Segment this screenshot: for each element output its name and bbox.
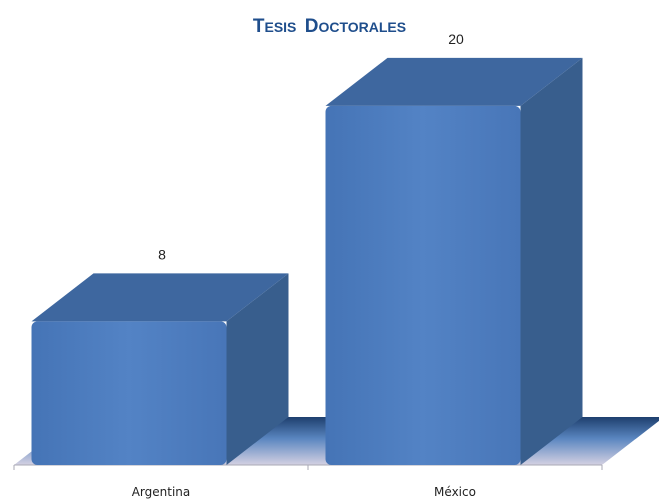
data-label: 20 — [448, 31, 464, 47]
bars-group — [31, 57, 583, 466]
bar-side-face — [520, 57, 583, 466]
bar-top-face — [325, 57, 583, 106]
x-tick-label: Argentina — [132, 485, 191, 499]
bar-front-face — [31, 321, 227, 465]
bar-side-face — [226, 273, 289, 465]
bar-front-face — [325, 105, 521, 465]
data-label: 8 — [158, 246, 166, 262]
x-tick-label: México — [434, 485, 476, 499]
chart-title: TESIS DOCTORALES — [253, 16, 406, 37]
bar-argentina — [31, 273, 289, 465]
bar-top-face — [31, 273, 289, 322]
labels-group: 8 Argentina 20 México — [132, 31, 476, 499]
bar-méxico — [325, 57, 583, 466]
